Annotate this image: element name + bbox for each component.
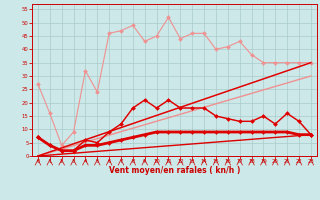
X-axis label: Vent moyen/en rafales ( kn/h ): Vent moyen/en rafales ( kn/h ) (109, 166, 240, 175)
